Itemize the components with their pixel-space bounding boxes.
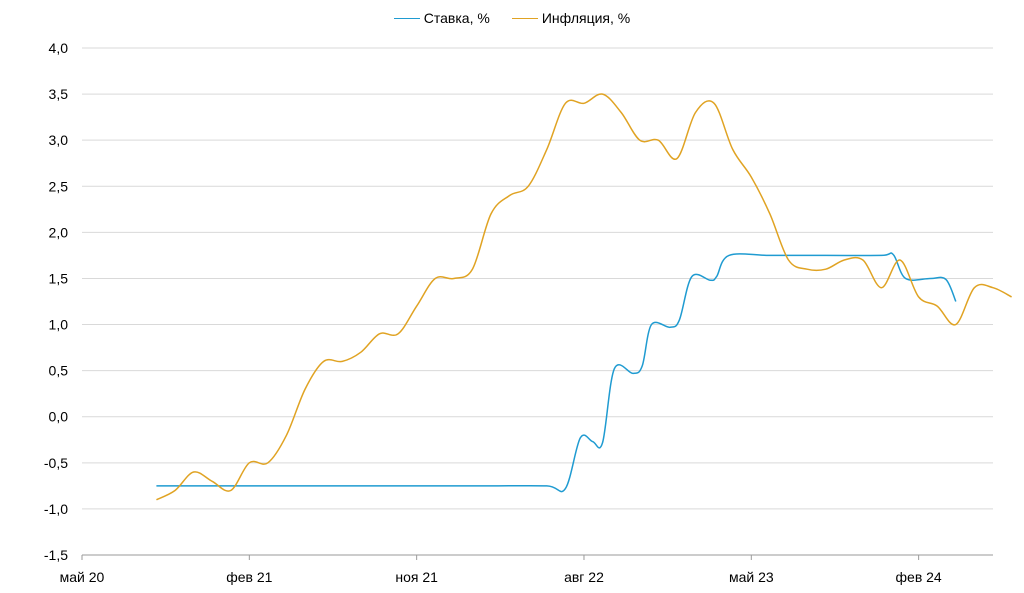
x-axis-ticks: май 20 фев 21 ноя 21 авг 22 май 23 фев 24 (60, 555, 942, 585)
legend-item-rate[interactable]: Ставка, % (393, 10, 490, 26)
y-tick-label: -1,0 (44, 501, 68, 517)
chart-legend: Ставка, % Инфляция, % (0, 10, 1024, 26)
series-lines (156, 93, 1012, 501)
y-tick-label: 0,0 (49, 409, 69, 425)
x-tick-label: ноя 21 (395, 569, 438, 585)
x-tick-label: фев 24 (896, 569, 942, 585)
legend-label-rate: Ставка, % (423, 10, 490, 26)
rate-line (156, 252, 957, 493)
y-tick-label: 1,0 (49, 317, 69, 333)
legend-label-inflation: Инфляция, % (541, 10, 631, 26)
x-tick-label: май 23 (729, 569, 774, 585)
inflation-line (156, 93, 1012, 501)
y-tick-label: -0,5 (44, 455, 68, 471)
legend-item-inflation[interactable]: Инфляция, % (511, 10, 631, 26)
y-tick-label: 3,0 (49, 132, 69, 148)
y-tick-label: 3,5 (49, 86, 69, 102)
x-tick-label: фев 21 (226, 569, 272, 585)
y-axis-ticks: 4,0 3,5 3,0 2,5 2,0 1,5 1,0 0,5 0,0 -0,5 -1,0 -1,5 (44, 40, 68, 563)
y-tick-label: 0,5 (49, 363, 69, 379)
legend-swatch-inflation (511, 17, 538, 19)
y-tick-label: 2,0 (49, 224, 69, 240)
x-tick-label: май 20 (60, 569, 105, 585)
y-tick-label: 2,5 (49, 178, 69, 194)
gridlines (82, 47, 993, 556)
x-tick-label: авг 22 (564, 569, 604, 585)
y-tick-label: -1,5 (44, 547, 68, 563)
y-tick-label: 1,5 (49, 270, 69, 286)
y-tick-label: 4,0 (49, 40, 69, 56)
legend-swatch-rate (393, 17, 420, 19)
